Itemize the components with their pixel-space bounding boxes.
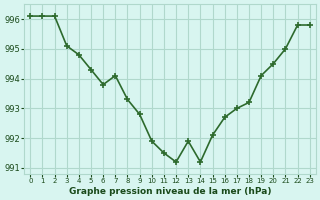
X-axis label: Graphe pression niveau de la mer (hPa): Graphe pression niveau de la mer (hPa) [69, 187, 271, 196]
